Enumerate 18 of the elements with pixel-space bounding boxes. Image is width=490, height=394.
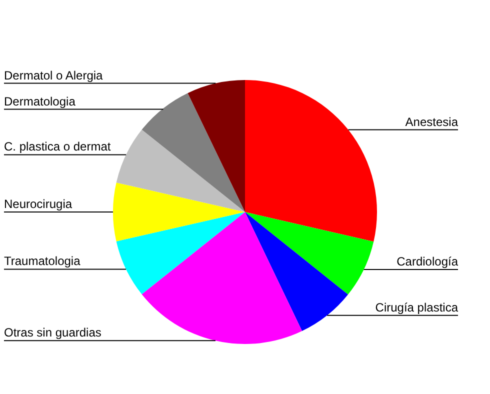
slice-label: Traumatologia xyxy=(4,254,81,268)
pie-slice xyxy=(245,212,374,295)
pie-slice xyxy=(245,80,377,242)
slice-label: Neurocirugia xyxy=(4,196,72,211)
pie-slice xyxy=(116,130,245,212)
slice-label: Cirugía plastica xyxy=(375,300,458,314)
pie-slice xyxy=(245,212,348,332)
slice-label: Cardiología xyxy=(396,254,458,269)
slice-label: Anestesia xyxy=(405,114,458,129)
pie-slice xyxy=(116,212,245,294)
pie-slice xyxy=(113,182,245,242)
pie-slice xyxy=(188,80,245,212)
slice-label: Dermatologia xyxy=(4,94,76,108)
slice-label: Otras sin guardias xyxy=(4,326,102,340)
pie-slice xyxy=(142,212,302,344)
pie-slice xyxy=(142,93,245,212)
slice-label: C. plastica o dermat xyxy=(4,140,112,154)
slice-label: Dermatol o Alergia xyxy=(4,68,104,82)
